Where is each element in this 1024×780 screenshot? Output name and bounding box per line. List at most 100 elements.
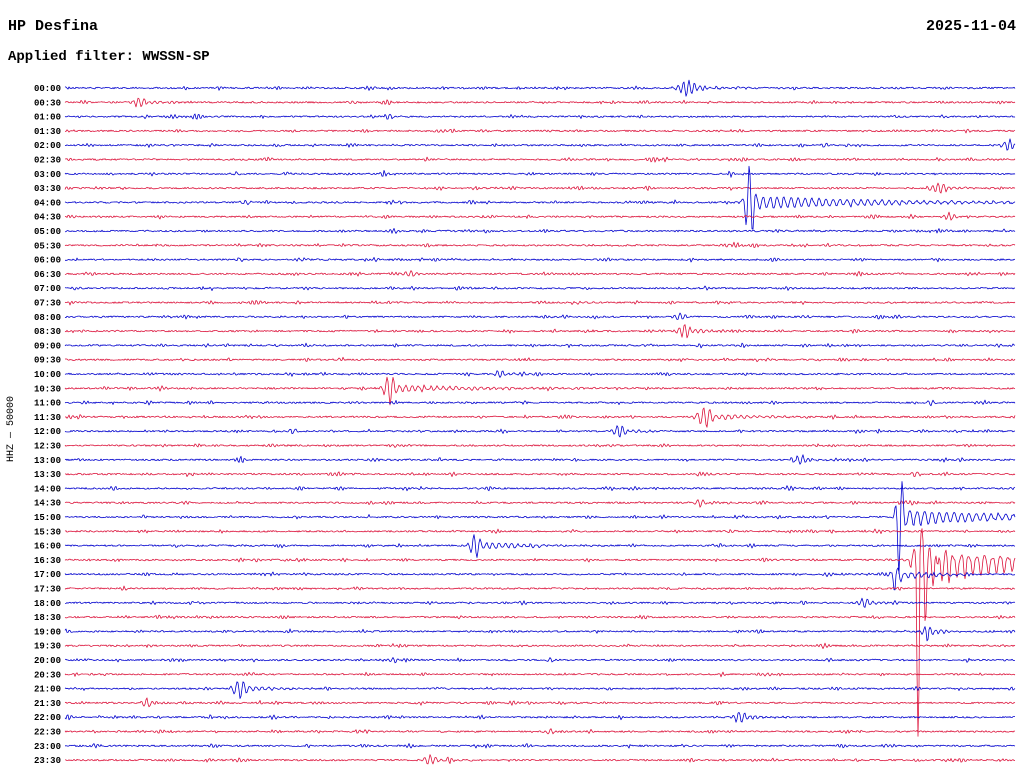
seismogram-trace-0000 xyxy=(64,79,1016,97)
time-label: 09:30 xyxy=(34,356,61,366)
seismogram-trace-2000 xyxy=(64,657,1015,664)
seismogram-trace-1900 xyxy=(64,626,1016,642)
time-label: 01:30 xyxy=(34,127,61,137)
seismogram-trace-0430 xyxy=(64,211,1016,221)
seismogram-trace-1730 xyxy=(64,585,1016,591)
time-label: 20:30 xyxy=(34,670,61,680)
seismogram-trace-0630 xyxy=(64,270,1016,277)
time-label: 22:30 xyxy=(34,728,61,738)
seismogram-trace-1530 xyxy=(64,528,1016,534)
time-label: 18:30 xyxy=(34,613,61,623)
seismogram-trace-2100 xyxy=(64,681,1016,699)
time-label: 13:30 xyxy=(34,470,61,480)
time-label: 02:00 xyxy=(34,141,61,151)
seismogram-trace-1930 xyxy=(64,642,1016,649)
seismogram-trace-0500 xyxy=(64,227,1016,234)
time-label: 14:30 xyxy=(34,499,61,509)
seismogram-trace-0900 xyxy=(64,342,1016,349)
time-label: 12:30 xyxy=(34,442,61,452)
time-label: 10:00 xyxy=(34,370,61,380)
time-label: 20:00 xyxy=(34,656,61,666)
time-label: 09:00 xyxy=(34,341,61,351)
seismogram-trace-0400 xyxy=(64,165,1016,230)
time-label: 15:30 xyxy=(34,527,61,537)
seismogram-trace-0330 xyxy=(64,182,1016,194)
seismogram-trace-0030 xyxy=(64,97,1016,108)
seismogram-trace-1630 xyxy=(64,528,1016,737)
time-label: 12:00 xyxy=(34,427,61,437)
seismogram-trace-0730 xyxy=(64,299,1016,306)
time-label: 16:00 xyxy=(34,542,61,552)
time-label: 03:00 xyxy=(34,170,61,180)
time-label: 23:30 xyxy=(34,756,61,766)
seismogram-trace-1300 xyxy=(64,454,1016,465)
time-label: 13:00 xyxy=(34,456,61,466)
seismogram-trace-2200 xyxy=(64,712,1015,723)
time-label: 21:00 xyxy=(34,685,61,695)
time-label: 05:30 xyxy=(34,241,61,251)
seismogram-trace-0230 xyxy=(64,156,1016,163)
seismogram-trace-2230 xyxy=(64,728,1016,735)
time-label: 23:00 xyxy=(34,742,61,752)
seismogram-trace-0200 xyxy=(64,138,1016,151)
seismogram-trace-1100 xyxy=(64,399,1016,407)
seismogram-trace-1830 xyxy=(64,614,1016,620)
seismogram-trace-2330 xyxy=(65,754,1016,765)
time-label: 00:00 xyxy=(34,84,61,94)
seismogram-trace-1700 xyxy=(64,567,1016,591)
time-label: 05:00 xyxy=(34,227,61,237)
seismogram-trace-2130 xyxy=(64,697,1016,708)
time-label: 21:30 xyxy=(34,699,61,709)
time-label: 04:00 xyxy=(34,198,61,208)
seismogram-trace-1400 xyxy=(64,485,1016,492)
time-label: 01:00 xyxy=(34,113,61,123)
time-label: 14:00 xyxy=(34,484,61,494)
seismogram-trace-1800 xyxy=(64,597,1016,608)
seismogram-trace-1130 xyxy=(64,407,1016,428)
time-label: 16:30 xyxy=(34,556,61,566)
time-label: 04:30 xyxy=(34,213,61,223)
time-label: 19:30 xyxy=(34,642,61,652)
seismogram-trace-0300 xyxy=(64,169,1016,178)
time-label: 08:00 xyxy=(34,313,61,323)
time-label: 18:00 xyxy=(34,599,61,609)
time-label: 19:00 xyxy=(34,627,61,637)
time-label: 07:30 xyxy=(34,299,61,309)
time-label: 11:00 xyxy=(34,399,61,409)
seismogram-trace-1600 xyxy=(64,534,1016,558)
seismogram-trace-1030 xyxy=(64,376,1016,406)
seismogram-trace-1230 xyxy=(64,443,1016,448)
time-label: 08:30 xyxy=(34,327,61,337)
seismogram-trace-0600 xyxy=(65,256,1016,263)
seismogram-trace-0930 xyxy=(64,356,1016,363)
seismogram-trace-0800 xyxy=(64,312,1016,320)
seismogram-trace-1430 xyxy=(64,499,1016,508)
date-label: 2025-11-04 xyxy=(925,18,1016,35)
time-label: 07:00 xyxy=(34,284,61,294)
filter-label: Applied filter: WWSSN-SP xyxy=(8,49,210,65)
seismogram-trace-1000 xyxy=(64,370,1015,378)
time-label: 10:30 xyxy=(34,384,61,394)
seismogram-trace-0130 xyxy=(64,128,1016,134)
seismogram-trace-0830 xyxy=(64,324,1016,339)
time-label: 17:00 xyxy=(34,570,61,580)
seismogram-trace-1330 xyxy=(64,471,1016,478)
time-label: 03:30 xyxy=(34,184,61,194)
seismogram-trace-1500 xyxy=(64,481,1016,575)
time-label: 02:30 xyxy=(34,156,61,166)
time-label: 22:00 xyxy=(34,713,61,723)
seismogram-trace-2030 xyxy=(64,671,1016,678)
station-title: HP Desfina xyxy=(8,18,99,35)
seismogram-trace-2300 xyxy=(65,743,1016,749)
time-label: 17:30 xyxy=(34,585,61,595)
time-label: 00:30 xyxy=(34,98,61,108)
time-label: 06:00 xyxy=(34,256,61,266)
seismogram-trace-0100 xyxy=(64,113,1016,120)
time-label: 11:30 xyxy=(34,413,61,423)
seismogram-trace-0530 xyxy=(64,241,1016,248)
seismogram-trace-1200 xyxy=(64,425,1016,438)
seismogram-trace-0700 xyxy=(64,285,1016,292)
time-label: 15:00 xyxy=(34,513,61,523)
time-label: 06:30 xyxy=(34,270,61,280)
